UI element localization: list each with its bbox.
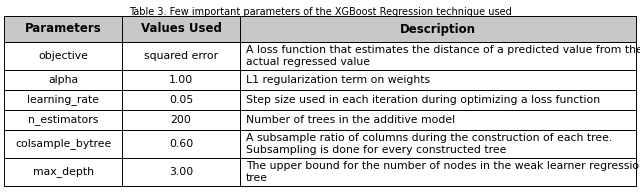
Bar [122,158,240,186]
Bar [240,110,636,130]
Text: 200: 200 [171,115,191,125]
Text: 0.05: 0.05 [169,95,193,105]
Bar [240,130,636,158]
Bar [4,130,122,158]
Text: alpha: alpha [48,75,78,85]
Bar [240,158,636,186]
Text: max_depth: max_depth [33,167,93,177]
Text: Table 3. Few important parameters of the XGBoost Regression technique used: Table 3. Few important parameters of the… [129,7,511,17]
Text: objective: objective [38,51,88,61]
Text: learning_rate: learning_rate [27,95,99,105]
Bar [4,90,122,110]
Bar [4,16,122,42]
Bar [240,90,636,110]
Bar [4,70,122,90]
Bar [240,70,636,90]
Text: Number of trees in the additive model: Number of trees in the additive model [246,115,455,125]
Bar [122,70,240,90]
Text: A subsample ratio of columns during the construction of each tree.
Subsampling i: A subsample ratio of columns during the … [246,133,612,155]
Text: Step size used in each iteration during optimizing a loss function: Step size used in each iteration during … [246,95,600,105]
Bar [122,130,240,158]
Text: 3.00: 3.00 [169,167,193,177]
Bar [122,42,240,70]
Bar [122,110,240,130]
Bar [240,42,636,70]
Text: Description: Description [400,22,476,35]
Text: squared error: squared error [144,51,218,61]
Bar [240,16,636,42]
Text: n_estimators: n_estimators [28,114,98,125]
Bar [4,158,122,186]
Text: colsample_bytree: colsample_bytree [15,138,111,149]
Bar [4,110,122,130]
Text: The upper bound for the number of nodes in the weak learner regression
tree: The upper bound for the number of nodes … [246,161,640,183]
Text: 1.00: 1.00 [169,75,193,85]
Bar [122,16,240,42]
Bar [4,42,122,70]
Text: Parameters: Parameters [24,22,101,35]
Text: L1 regularization term on weights: L1 regularization term on weights [246,75,430,85]
Text: Values Used: Values Used [141,22,221,35]
Text: 0.60: 0.60 [169,139,193,149]
Bar [122,90,240,110]
Text: A loss function that estimates the distance of a predicted value from the
actual: A loss function that estimates the dista… [246,45,640,67]
